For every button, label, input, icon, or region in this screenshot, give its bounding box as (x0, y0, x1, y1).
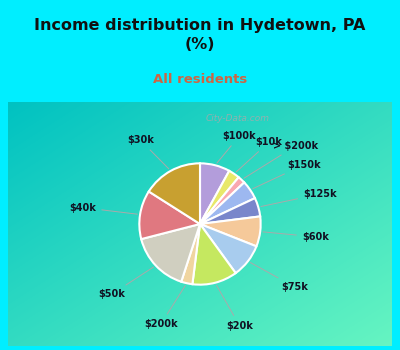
Wedge shape (200, 198, 260, 224)
Text: > $200k: > $200k (244, 141, 318, 178)
Wedge shape (200, 177, 244, 224)
Wedge shape (200, 163, 229, 224)
Text: $10k: $10k (236, 137, 283, 172)
Text: $60k: $60k (263, 232, 329, 242)
Wedge shape (200, 171, 239, 224)
Wedge shape (200, 224, 256, 273)
Text: $50k: $50k (98, 267, 154, 299)
Text: Income distribution in Hydetown, PA
(%): Income distribution in Hydetown, PA (%) (34, 18, 366, 52)
Text: $40k: $40k (70, 203, 137, 214)
Wedge shape (141, 224, 200, 282)
Text: All residents: All residents (153, 73, 247, 86)
Wedge shape (200, 216, 261, 246)
Text: $150k: $150k (253, 160, 320, 189)
Text: $75k: $75k (250, 262, 308, 292)
Wedge shape (181, 224, 200, 284)
Text: $125k: $125k (261, 189, 337, 206)
Wedge shape (149, 163, 200, 224)
Wedge shape (200, 182, 255, 224)
Text: $20k: $20k (216, 285, 253, 331)
Wedge shape (139, 191, 200, 239)
Text: $100k: $100k (217, 131, 256, 163)
Wedge shape (192, 224, 236, 285)
Text: $200k: $200k (144, 286, 185, 329)
Text: $30k: $30k (127, 135, 169, 169)
Text: City-Data.com: City-Data.com (206, 114, 270, 123)
